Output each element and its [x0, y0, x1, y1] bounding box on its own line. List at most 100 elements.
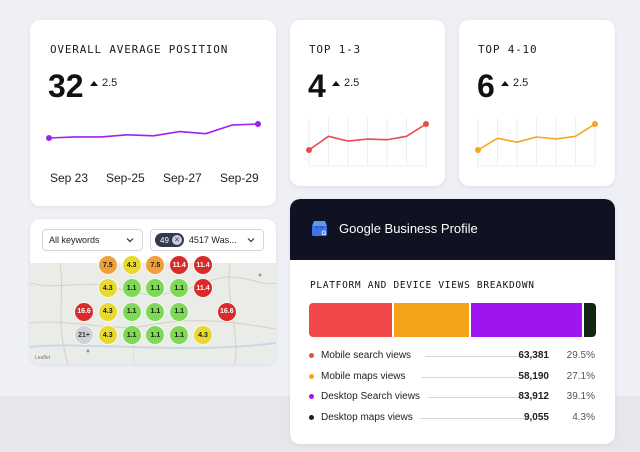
legend-label: Desktop Search views [321, 391, 420, 402]
average-position-card: OVERALL AVERAGE POSITION 32 2.5 Sep 23 S… [30, 20, 276, 206]
top-1-3-card: TOP 1-3 4 2.5 [290, 20, 445, 186]
x-label-sep-25: Sep-25 [106, 171, 145, 185]
local-rank-map-card: All keywords 49 ✕ 4517 Was... 7.5 4.3 7.5 1… [30, 219, 276, 364]
views-stacked-bar [309, 303, 596, 337]
rank-dot[interactable]: 1.1 [122, 302, 141, 321]
rank-dot[interactable]: 1.1 [146, 279, 165, 298]
x-label-sep-29: Sep-29 [220, 171, 259, 185]
top-1-3-value: 4 [308, 68, 326, 104]
google-business-icon: G [310, 219, 329, 243]
rank-dot[interactable]: 21+ [75, 326, 93, 345]
gbp-header: G Google Business Profile [290, 199, 615, 260]
top-1-3-delta: 2.5 [332, 77, 359, 89]
trend-end-point [592, 121, 598, 127]
top-4-10-title: TOP 4-10 [478, 43, 538, 56]
legend-leader-line [421, 376, 518, 378]
top-1-3-chart [306, 118, 429, 167]
google-business-profile-card: G Google Business Profile PLATFORM AND D… [290, 199, 615, 444]
legend-value: 63,381 [518, 350, 549, 361]
legend-dot [309, 373, 314, 379]
trend-up-icon [501, 80, 509, 86]
legend-label: Mobile maps views [321, 370, 406, 382]
location-count-chip: 49 ✕ [155, 233, 184, 247]
map-credit: Leaflet [35, 355, 51, 361]
rank-dot[interactable]: 4.3 [98, 279, 117, 298]
rank-dot[interactable]: 4.3 [98, 302, 117, 321]
trend-end-point [255, 121, 261, 127]
rank-dot[interactable]: 11.4 [194, 279, 212, 298]
rank-dot[interactable]: 1.1 [170, 326, 189, 345]
trend-end-point [423, 121, 429, 127]
trend-start-point [306, 147, 312, 153]
legend-value: 58,190 [518, 370, 549, 382]
views-bar-segment [309, 303, 394, 337]
legend-percent: 39.1% [566, 391, 595, 402]
legend-row: Desktop Search views 83,912 39.1% [309, 390, 595, 404]
legend-leader-line [425, 356, 523, 357]
rank-grid-map[interactable]: 7.5 4.3 7.5 11.4 11.4 4.3 1.1 1.1 1.1 11.4 16.6 4.3… [30, 256, 276, 364]
legend-leader-line [428, 397, 533, 398]
rank-dot[interactable]: 11.4 [194, 256, 212, 274]
keyword-select[interactable]: All keywords [42, 229, 143, 251]
rank-dot[interactable]: 4.3 [122, 256, 141, 274]
rank-dot[interactable]: 4.3 [194, 326, 212, 345]
chevron-down-icon [247, 236, 255, 244]
location-select[interactable]: 49 ✕ 4517 Was... [150, 229, 264, 251]
legend-dot [309, 353, 314, 358]
rank-dot[interactable]: 1.1 [122, 326, 141, 345]
rank-dot[interactable]: 1.1 [146, 326, 165, 345]
keyword-select-value: All keywords [49, 235, 100, 245]
legend-percent: 29.5% [566, 350, 595, 361]
gbp-title: Google Business Profile [339, 221, 478, 236]
views-bar-segment [393, 303, 472, 337]
top-4-10-value: 6 [477, 68, 495, 104]
rank-dot[interactable]: 11.4 [170, 256, 189, 274]
rank-dot[interactable]: 16.6 [217, 302, 236, 321]
trend-line [477, 123, 596, 151]
trend-line [308, 123, 427, 151]
rank-dot[interactable]: 4.3 [98, 326, 117, 345]
rank-dot[interactable]: 7.5 [98, 256, 117, 274]
legend-value: 83,912 [518, 391, 549, 402]
average-position-title: OVERALL AVERAGE POSITION [50, 43, 229, 56]
rank-dot[interactable]: 16.6 [75, 302, 93, 321]
average-position-delta-value: 2.5 [102, 77, 118, 89]
legend-leader-line [420, 417, 531, 419]
location-count: 49 [160, 235, 169, 245]
trend-up-icon [90, 80, 98, 86]
chevron-down-icon [126, 236, 134, 244]
rank-dot[interactable]: 1.1 [170, 279, 189, 298]
rank-dot[interactable]: 1.1 [122, 279, 141, 298]
legend-dot [309, 414, 314, 420]
rank-dot[interactable]: 1.1 [170, 302, 189, 321]
top-1-3-title: TOP 1-3 [309, 43, 361, 56]
legend-percent: 27.1% [566, 370, 595, 382]
average-position-chart [46, 121, 261, 141]
top-4-10-delta-value: 2.5 [513, 77, 529, 89]
rank-dot[interactable]: 1.1 [146, 302, 165, 321]
x-label-sep-23: Sep 23 [50, 171, 89, 185]
average-position-value: 32 [48, 68, 84, 104]
legend-percent: 4.3% [572, 411, 595, 423]
trend-start-point [46, 135, 52, 141]
legend-dot [309, 394, 314, 399]
top-4-10-card: TOP 4-10 6 2.5 [459, 20, 615, 186]
trend-up-icon [332, 80, 340, 86]
legend-row: Desktop maps views 9,055 4.3% [309, 411, 595, 425]
views-bar-segment [583, 303, 596, 337]
trend-start-point [475, 147, 481, 153]
top-4-10-delta: 2.5 [501, 77, 528, 89]
average-position-delta: 2.5 [90, 77, 117, 89]
legend-label: Desktop maps views [321, 411, 413, 423]
location-select-value: 4517 Was... [188, 235, 237, 245]
rank-dot[interactable]: 7.5 [146, 256, 165, 274]
legend-label: Mobile search views [321, 350, 412, 361]
clear-icon[interactable]: ✕ [171, 235, 182, 245]
x-label-sep-27: Sep-27 [163, 171, 202, 185]
views-bar-segment [471, 303, 584, 337]
svg-text:G: G [322, 231, 327, 237]
trend-line [48, 123, 259, 139]
legend-value: 9,055 [523, 411, 549, 423]
top-1-3-delta-value: 2.5 [344, 77, 360, 89]
legend-row: Mobile maps views 58,190 27.1% [309, 370, 595, 384]
